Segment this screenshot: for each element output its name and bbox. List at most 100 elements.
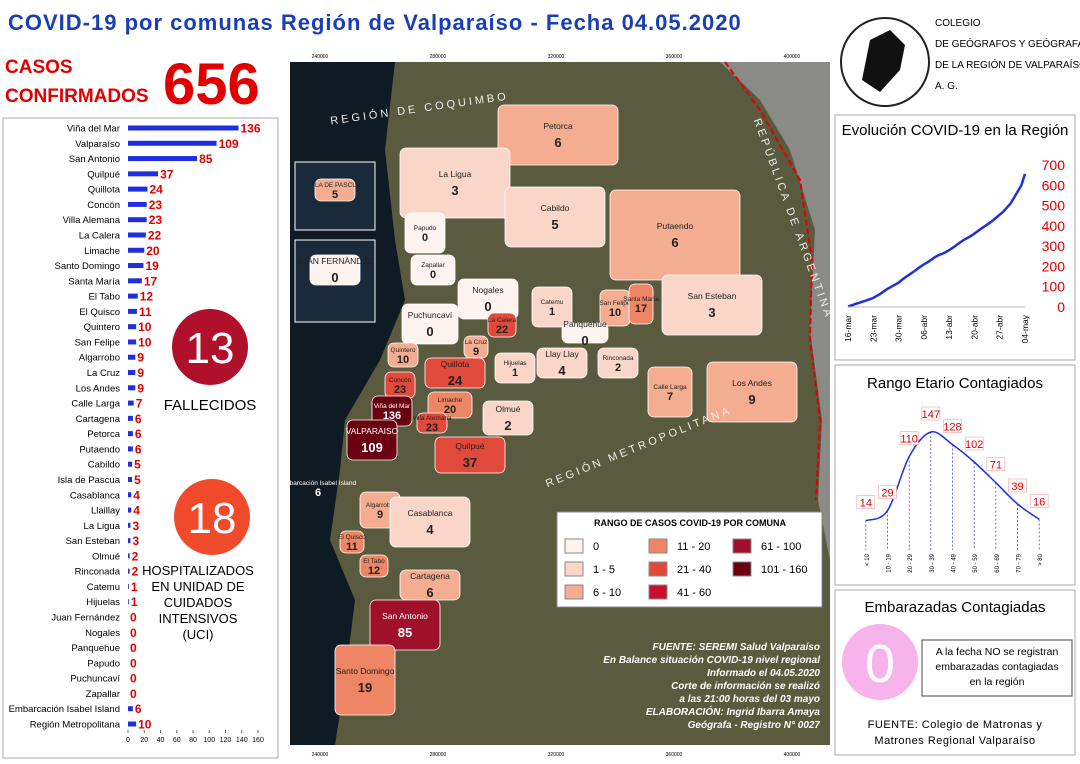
comuna-value: 9 [473, 346, 479, 358]
comuna-area [597, 347, 639, 379]
x-tick-label: 30 - 39 [930, 553, 936, 572]
comuna-area [487, 312, 517, 338]
icu-label: INTENSIVOS [159, 611, 238, 626]
category-label: Catemu [87, 582, 120, 593]
bar [128, 324, 137, 330]
comuna-area [334, 644, 396, 716]
comuna-name: Embarcación Isabel Island [280, 480, 357, 487]
value-label: 1 [131, 580, 138, 594]
map-coord: 400000 [784, 752, 801, 758]
value-label: 0 [130, 626, 137, 640]
bar [128, 125, 239, 131]
comuna-area [309, 254, 361, 286]
value-label: 4 [133, 488, 140, 502]
bar [128, 583, 129, 589]
value-label: 0 [130, 656, 137, 670]
x-tick-label: 27-abr [995, 315, 1005, 340]
bar [128, 171, 159, 177]
value-label: 147 [922, 409, 940, 421]
chart-title: Rango Etario Contagiados [867, 375, 1043, 392]
bar [128, 385, 136, 391]
comuna-value: 17 [635, 303, 647, 315]
value-label: 6 [135, 427, 142, 441]
comuna-value: 10 [609, 307, 621, 319]
label-box [921, 406, 941, 421]
icu-circle [174, 479, 250, 555]
value-label: 37 [160, 167, 174, 181]
cases-label: CONFIRMADOS [5, 86, 149, 107]
y-tick-label: 700 [1042, 157, 1066, 173]
comuna-area [399, 147, 511, 219]
comuna-value: 5 [332, 189, 338, 201]
y-tick-label: 500 [1042, 198, 1066, 214]
title: COVID-19 por comunas Región de Valparaís… [8, 10, 742, 35]
comuna-value: 22 [496, 324, 508, 336]
comuna-area [410, 254, 456, 286]
bar [128, 522, 131, 528]
category-label: La Calera [79, 230, 121, 241]
value-label: 7 [136, 397, 143, 411]
value-label: 19 [145, 259, 159, 273]
comuna-area [504, 186, 606, 248]
map-legend [556, 511, 823, 608]
icu-label: CUIDADOS [164, 595, 233, 610]
org-line: DE GEÓGRAFOS Y GEÓGRAFAS [935, 37, 1080, 50]
pregnant-note: en la región [970, 676, 1025, 688]
value-label: 17 [144, 274, 158, 288]
bar [128, 431, 133, 437]
comuna-name: La Calera [488, 317, 517, 324]
chart-title: Evolución COVID-19 en la Región [842, 122, 1069, 139]
comuna-name: JUAN FERNÁNDEZ [297, 256, 374, 266]
comuna-name: Cartagena [410, 571, 450, 581]
bar [128, 461, 133, 467]
comuna-name: Viña del Mar [374, 403, 411, 410]
comuna-name: San Felipe [599, 300, 630, 307]
comuna-value: 109 [361, 440, 383, 455]
value-label: 9 [137, 351, 144, 365]
comuna-value: 6 [426, 585, 433, 600]
legend-label: 6 - 10 [593, 587, 621, 599]
comuna-value: 23 [394, 384, 406, 396]
value-label: 6 [135, 702, 142, 716]
legend-swatch [564, 561, 584, 577]
org-line: DE LA REGIÓN DE VALPARAÍSO [935, 58, 1080, 71]
comuna-value: 2 [615, 362, 621, 374]
comuna-area [494, 352, 536, 384]
x-tick-label: 60 - 69 [995, 553, 1001, 572]
comuna-name: Nogales [472, 285, 503, 295]
category-label: Llaillay [91, 506, 120, 517]
category-label: Villa Alemana [63, 215, 121, 226]
pregnant-note: embarazadas contagiadas [935, 661, 1058, 673]
legend-swatch [732, 538, 752, 554]
comuna-name: Quillota [441, 359, 470, 369]
comuna-area [369, 599, 441, 651]
deaths-circle [172, 309, 248, 385]
x-tick-label: 20-abr [969, 315, 979, 340]
comuna-area [706, 361, 798, 423]
category-label: Santo Domingo [55, 261, 120, 272]
value-label: 2 [132, 565, 139, 579]
comuna-area [389, 496, 471, 548]
map-source: Geógrafa - Registro N° 0027 [688, 720, 821, 731]
category-label: Quintero [84, 322, 120, 333]
comuna-name: VALPARAISO [346, 426, 399, 436]
value-label: 0 [130, 687, 137, 701]
comuna-value: 12 [368, 565, 380, 577]
x-tick-label: < 10 [865, 553, 871, 566]
label-box [986, 457, 1006, 471]
value-label: 2 [132, 549, 139, 563]
comuna-area [387, 342, 419, 368]
comuna-value: 4 [558, 363, 566, 378]
legend-title: RANGO DE CASOS COVID-19 POR COMUNA [594, 518, 787, 528]
category-label: San Antonio [69, 154, 120, 165]
comuna-area [401, 303, 459, 345]
comuna-name: Los Andes [732, 378, 772, 388]
x-tick-label: 06-abr [919, 315, 929, 340]
comuna-name: Quintero [391, 347, 416, 354]
category-label: Panquehue [71, 643, 120, 654]
comuna-value: 1 [512, 367, 518, 379]
category-label: Casablanca [70, 490, 121, 501]
map-source: En Balance situación COVID-19 nivel regi… [603, 655, 820, 666]
comuna-value: 0 [581, 333, 588, 348]
